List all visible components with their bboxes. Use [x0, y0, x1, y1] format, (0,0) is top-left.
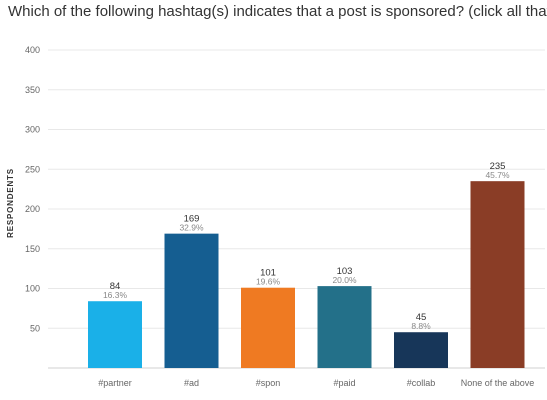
bar-percent-label: 8.8% — [411, 321, 431, 331]
x-category-label: #ad — [184, 378, 199, 388]
bar-percent-label: 32.9% — [179, 223, 204, 233]
x-category-label: None of the above — [461, 378, 535, 388]
x-category-label: #spon — [256, 378, 281, 388]
bars — [88, 181, 525, 368]
bar-value-label: 169 — [184, 214, 200, 225]
bar-percent-label: 45.7% — [485, 170, 510, 180]
bar — [88, 301, 142, 368]
y-tick-label: 350 — [25, 85, 40, 95]
bar — [241, 287, 295, 368]
x-category-label: #collab — [407, 378, 436, 388]
y-tick-label: 250 — [25, 164, 40, 174]
bar — [164, 233, 219, 368]
y-axis-ticks: 50 100 150 200 250 300 350 400 — [25, 45, 40, 333]
bar-value-label: 101 — [260, 268, 276, 279]
y-tick-label: 150 — [25, 244, 40, 254]
gridlines — [48, 49, 545, 329]
bar-percent-label: 19.6% — [256, 277, 281, 287]
x-axis-categories: #partner #ad #spon #paid #collab None of the … — [98, 378, 534, 388]
bar — [470, 181, 525, 368]
bar — [317, 286, 372, 368]
y-tick-label: 50 — [30, 323, 40, 333]
y-tick-label: 200 — [25, 204, 40, 214]
bar-value-label: 84 — [110, 281, 121, 292]
bar-percent-label: 20.0% — [332, 275, 357, 285]
y-tick-label: 400 — [25, 45, 40, 55]
y-tick-label: 100 — [25, 284, 40, 294]
chart-title: Which of the following hashtag(s) indica… — [8, 3, 547, 20]
bar — [394, 332, 448, 368]
x-category-label: #paid — [333, 378, 355, 388]
y-tick-label: 300 — [25, 125, 40, 135]
y-axis-label: RESPONDENTS — [6, 168, 15, 238]
bar-value-label: 45 — [416, 312, 427, 323]
x-category-label: #partner — [98, 378, 132, 388]
bar-value-label: 235 — [490, 161, 506, 172]
bar-value-label: 103 — [337, 266, 353, 277]
bar-percent-label: 16.3% — [103, 290, 128, 300]
